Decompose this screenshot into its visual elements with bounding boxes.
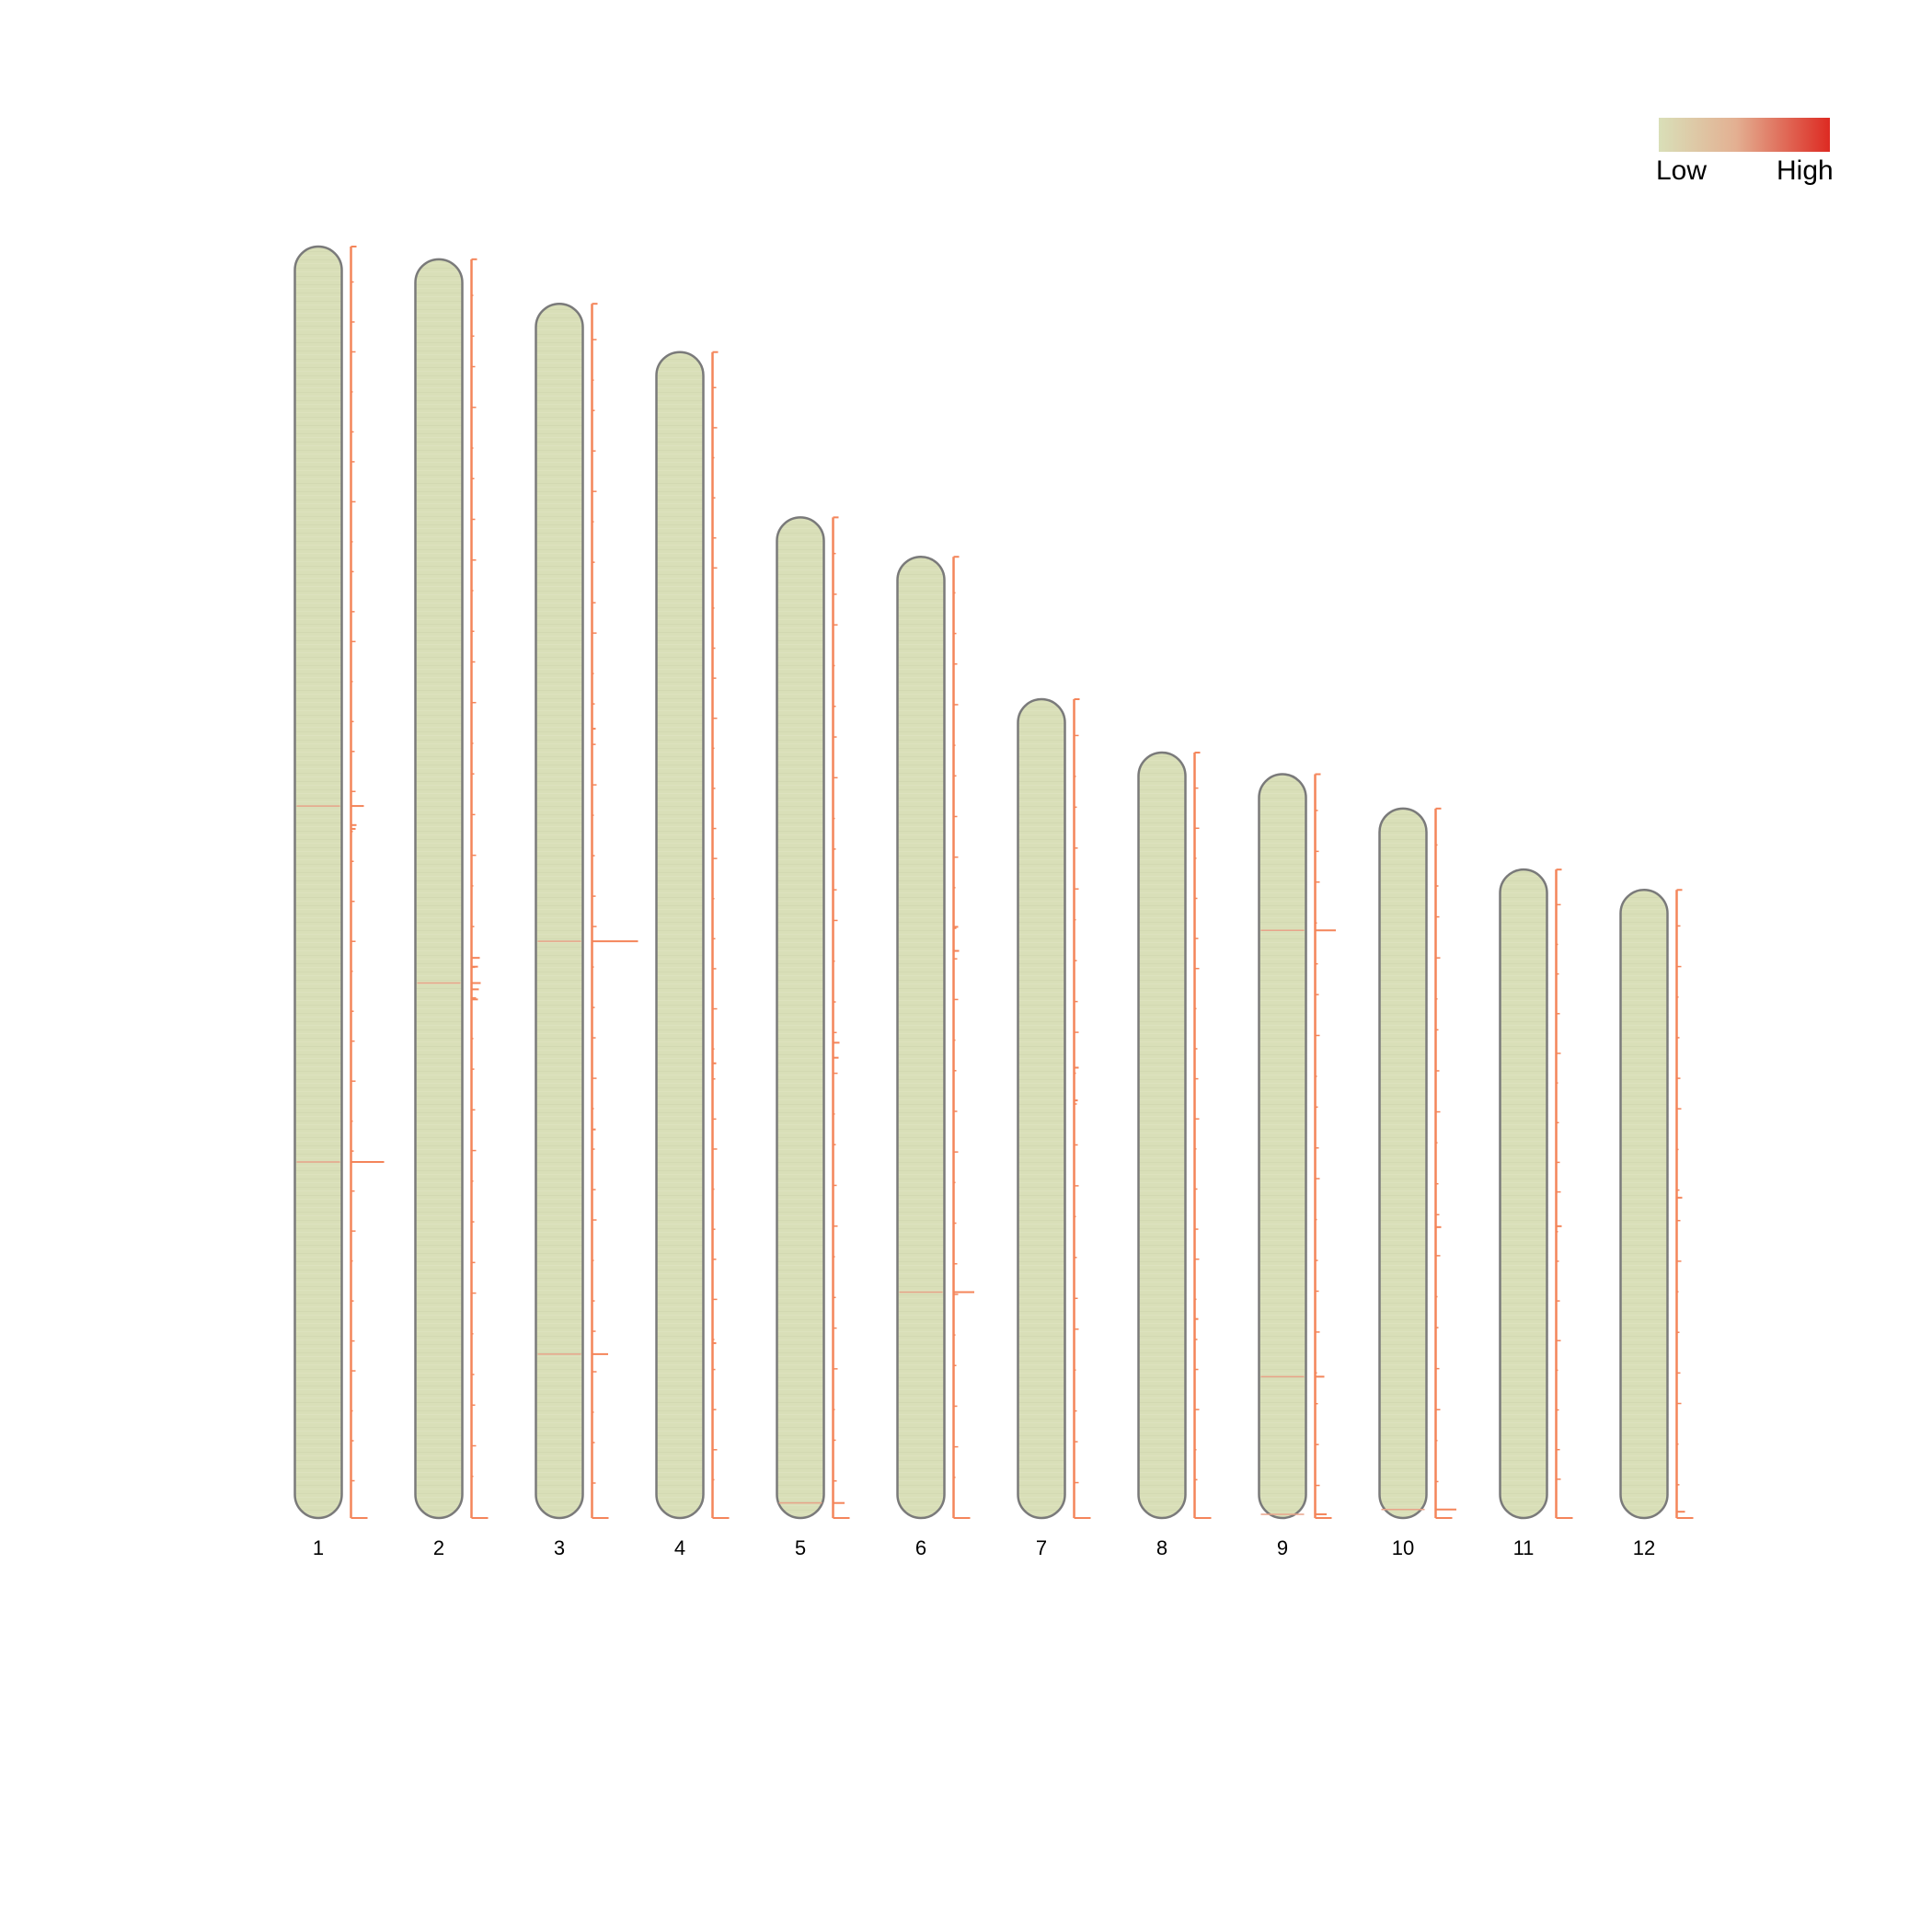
chromosome-label: 1 (313, 1536, 324, 1559)
density-track (1073, 697, 1091, 1519)
chromosome-2: 2 (414, 258, 489, 1559)
chromosome-body (1499, 868, 1548, 1520)
chromosome-body (293, 245, 343, 1520)
legend-high-label: High (1777, 155, 1834, 186)
legend-low-label: Low (1656, 155, 1707, 186)
chromosome-6: 6 (896, 555, 974, 1559)
density-track (1434, 807, 1456, 1519)
chromosome-12: 12 (1619, 889, 1694, 1559)
chromosome-label: 6 (915, 1536, 926, 1559)
chromosome-body (535, 302, 584, 1520)
chromosome-label: 8 (1156, 1536, 1167, 1559)
density-track (832, 516, 850, 1519)
chromosome-8: 8 (1137, 751, 1212, 1559)
legend-gradient-bar (1659, 118, 1830, 152)
density-track (591, 303, 638, 1519)
chromosome-5: 5 (776, 516, 850, 1559)
chromosome-body (1258, 773, 1307, 1520)
density-track (350, 246, 385, 1519)
chromosome-label: 9 (1277, 1536, 1288, 1559)
density-track (1314, 773, 1336, 1519)
chromosome-label: 11 (1513, 1536, 1535, 1559)
chromosome-body (1378, 807, 1428, 1520)
chromosome-9: 9 (1258, 773, 1336, 1559)
chromosome-body (1137, 751, 1187, 1520)
chromosome-label: 10 (1392, 1536, 1414, 1559)
chromosome-body (1017, 697, 1066, 1520)
chromosome-11: 11 (1499, 868, 1573, 1559)
chromosome-label: 12 (1633, 1536, 1655, 1559)
chromosome-label: 2 (433, 1536, 444, 1559)
chromosome-label: 4 (674, 1536, 685, 1559)
chromosome-1: 1 (293, 245, 385, 1559)
chromosome-body (896, 555, 946, 1520)
chromosome-7: 7 (1017, 697, 1091, 1559)
chromosome-label: 3 (554, 1536, 565, 1559)
density-track (1555, 868, 1573, 1519)
density-track (952, 556, 974, 1519)
legend: Low High (1656, 118, 1834, 186)
density-track (711, 351, 730, 1519)
density-track (470, 258, 489, 1519)
density-track (1675, 889, 1694, 1519)
chromosome-body (1619, 889, 1669, 1520)
density-track (1193, 752, 1212, 1519)
chromosome-group: 1 2 3 4 5 6 7 8 9 10 11 12 (293, 245, 1694, 1559)
chromosome-label: 7 (1036, 1536, 1047, 1559)
chromosome-4: 4 (655, 351, 730, 1559)
chromosome-10: 10 (1378, 807, 1456, 1559)
chromosome-body (655, 351, 705, 1520)
chromosome-body (776, 516, 825, 1520)
chromosome-body (414, 258, 464, 1520)
chromosome-label: 5 (795, 1536, 806, 1559)
chromosome-3: 3 (535, 302, 638, 1559)
